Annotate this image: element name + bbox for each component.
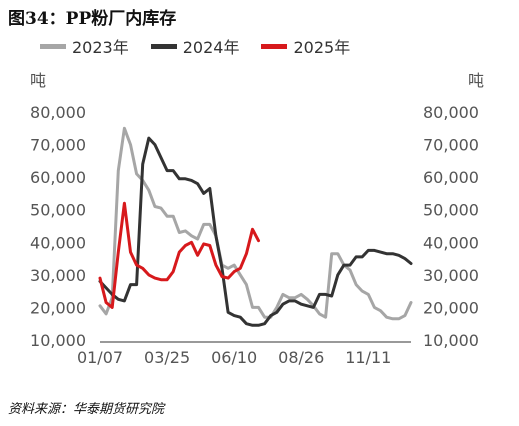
y-tick-label-right: 70,000 xyxy=(423,136,479,155)
legend-label-2023: 2023年 xyxy=(72,38,129,57)
y-tick-label-left: 40,000 xyxy=(30,233,86,252)
series-lines xyxy=(98,126,413,327)
legend-item-2024: 2024年 xyxy=(150,34,240,58)
y-tick-label-left: 50,000 xyxy=(30,201,86,220)
x-tick-label: 11/11 xyxy=(345,348,391,367)
legend-item-2025: 2025年 xyxy=(261,34,350,58)
chart-title: 图34：PP粉厂内库存 xyxy=(8,9,177,29)
legend-swatch-2023 xyxy=(40,43,66,49)
legend-swatch-2025 xyxy=(261,43,288,49)
legend-label-2025: 2025年 xyxy=(293,38,351,57)
chart-legend: 2023年 2024年 2025年 xyxy=(40,34,350,58)
axes: 80,000 80,000 70,000 70,000 60,000 60,000 50,0… xyxy=(30,103,479,367)
x-tick-label: 08/26 xyxy=(278,348,324,367)
series-line-2025年 xyxy=(98,201,260,309)
series-line-2024年 xyxy=(98,136,413,327)
source-note: 资料来源：华泰期货研究院 xyxy=(8,402,165,417)
y-tick-label-right: 10,000 xyxy=(423,331,479,350)
y-tick-label-right: 60,000 xyxy=(423,168,479,187)
legend-swatch-2024 xyxy=(150,43,177,49)
series-line-2023年 xyxy=(98,126,413,321)
legend-label-2024: 2024年 xyxy=(182,38,240,57)
y-tick-label-left: 10,000 xyxy=(30,331,86,350)
y-tick-label-right: 40,000 xyxy=(423,233,479,252)
y-axis-label-right: 吨 xyxy=(468,71,484,90)
x-tick-label: 03/25 xyxy=(144,348,190,367)
y-tick-label-left: 70,000 xyxy=(30,136,86,155)
y-tick-label-left: 30,000 xyxy=(30,266,86,285)
y-tick-label-right: 80,000 xyxy=(423,103,479,122)
y-tick-label-left: 80,000 xyxy=(30,103,86,122)
x-tick-label: 06/10 xyxy=(211,348,257,367)
y-tick-label-right: 20,000 xyxy=(423,298,479,317)
y-tick-label-left: 60,000 xyxy=(30,168,86,187)
y-tick-label-left: 20,000 xyxy=(30,298,86,317)
y-axis-label-left: 吨 xyxy=(30,71,46,90)
x-tick-label: 01/07 xyxy=(77,348,123,367)
legend-item-2023: 2023年 xyxy=(40,34,129,58)
y-tick-label-right: 30,000 xyxy=(423,266,479,285)
y-tick-label-right: 50,000 xyxy=(423,201,479,220)
